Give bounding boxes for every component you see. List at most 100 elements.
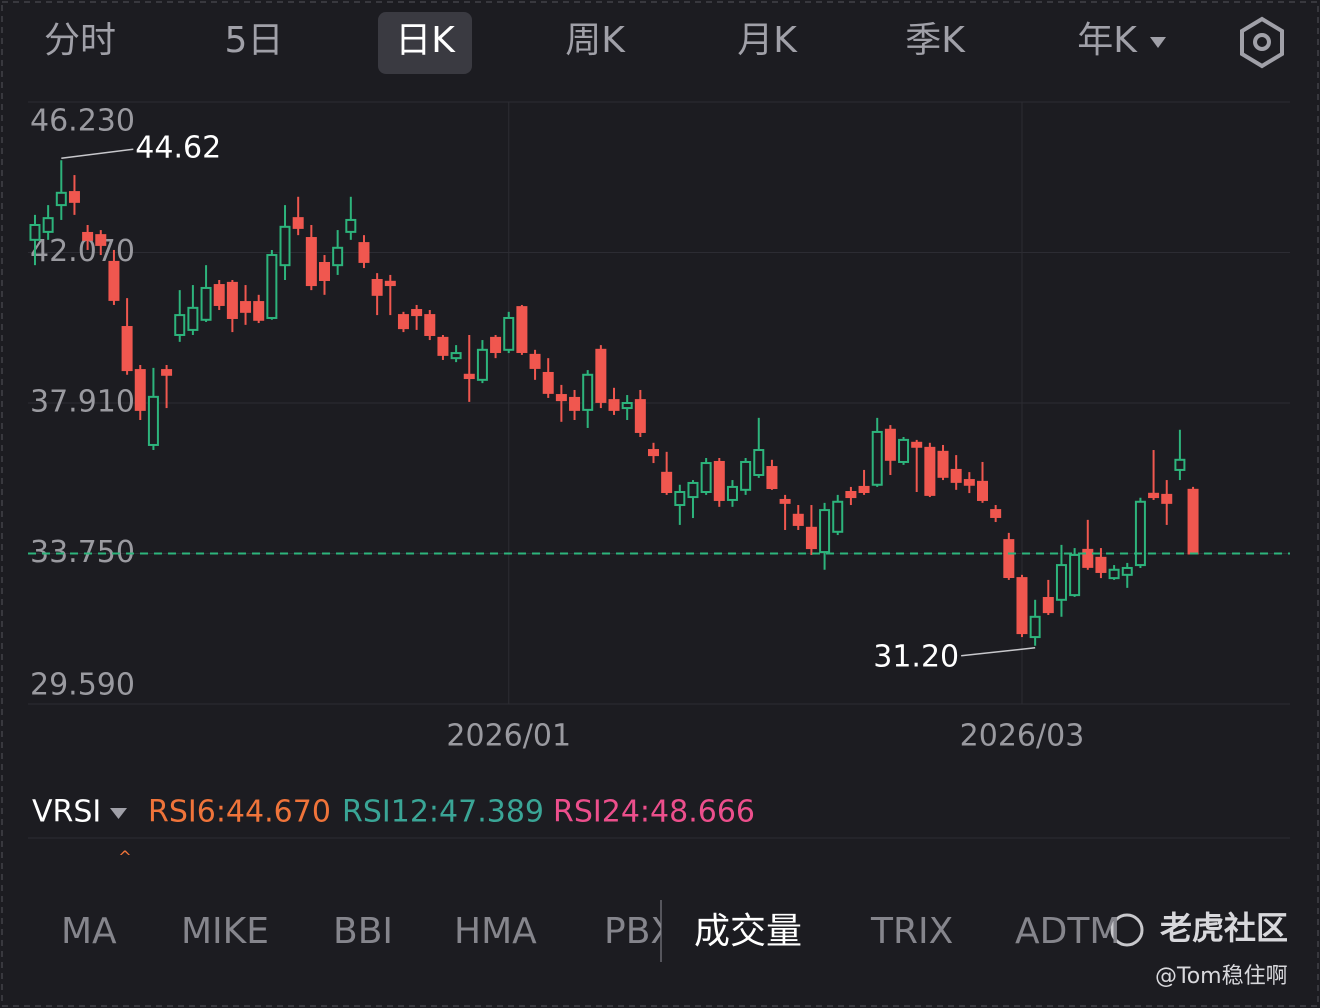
candle-body bbox=[345, 218, 357, 233]
candle-body bbox=[82, 231, 94, 241]
indicator-dropdown[interactable] bbox=[110, 808, 127, 819]
annotation-leader bbox=[961, 647, 1036, 657]
candle-body bbox=[68, 191, 80, 203]
candle-body bbox=[1161, 493, 1173, 504]
indicator-tab[interactable]: TRIX bbox=[870, 911, 953, 952]
period-tab[interactable]: 5日 bbox=[225, 20, 284, 61]
candle-body bbox=[450, 352, 462, 360]
candle-body bbox=[634, 399, 646, 433]
candle-body bbox=[832, 500, 844, 533]
candle-body bbox=[977, 480, 988, 501]
candle-body bbox=[121, 326, 133, 372]
candle-body bbox=[95, 234, 107, 246]
candle-body bbox=[805, 526, 817, 550]
candle-body bbox=[792, 513, 804, 526]
indicator-tab[interactable]: MA bbox=[61, 911, 117, 952]
candle-body bbox=[161, 369, 173, 376]
indicator-value: RSI24:48.666 bbox=[553, 795, 755, 830]
candle-body bbox=[253, 301, 265, 321]
candle-body bbox=[529, 353, 541, 369]
candle-body bbox=[871, 430, 883, 486]
candle-body bbox=[753, 449, 765, 476]
candle-body bbox=[411, 309, 423, 317]
indicator-tab[interactable]: ADTM bbox=[1015, 911, 1120, 952]
candle-body bbox=[950, 468, 962, 483]
indicator-value: RSI12:47.389 bbox=[342, 795, 544, 830]
candle-body bbox=[700, 462, 712, 493]
indicator-tab[interactable]: MIKE bbox=[181, 911, 269, 952]
indicator-tab[interactable]: BBI bbox=[333, 911, 393, 952]
candle-body bbox=[726, 485, 738, 501]
indicator-value: RSI6:44.670 bbox=[148, 795, 331, 830]
candle-body bbox=[108, 260, 120, 301]
candle-body bbox=[1029, 615, 1041, 639]
indicator-tab[interactable]: HMA bbox=[454, 911, 537, 952]
candle-body bbox=[174, 314, 186, 336]
candle-body bbox=[687, 481, 699, 499]
candle-body bbox=[569, 396, 581, 411]
candle-body bbox=[766, 466, 778, 490]
indicator-name[interactable]: VRSI bbox=[32, 795, 101, 830]
candle-body bbox=[1121, 566, 1133, 576]
logo bbox=[1110, 913, 1144, 947]
settings-dot[interactable] bbox=[1253, 33, 1271, 51]
candle-body bbox=[648, 449, 659, 457]
x-tick-label: 2026/01 bbox=[446, 719, 571, 754]
candle-body bbox=[516, 306, 528, 353]
candle-body bbox=[884, 428, 896, 461]
candle-body bbox=[1095, 556, 1107, 573]
period-tab[interactable]: 周K bbox=[565, 20, 626, 61]
candle-body bbox=[608, 399, 620, 411]
dropdown-arrow[interactable] bbox=[1150, 37, 1166, 48]
candle-body bbox=[779, 498, 791, 504]
settings-hex[interactable] bbox=[1240, 16, 1284, 69]
watermark-user: @Tom稳住啊 bbox=[1155, 964, 1288, 989]
period-tab[interactable]: 季K bbox=[905, 20, 966, 61]
candle-body bbox=[1148, 492, 1160, 499]
candle-body bbox=[1108, 568, 1120, 580]
candle-body bbox=[1174, 458, 1186, 471]
candle-body bbox=[279, 225, 291, 267]
candle-body bbox=[845, 490, 857, 499]
candle-body bbox=[397, 314, 409, 330]
settings-icon[interactable] bbox=[1240, 16, 1284, 69]
y-tick-label: 37.910 bbox=[30, 385, 135, 420]
candle-body bbox=[674, 490, 686, 507]
candle-body bbox=[200, 286, 212, 321]
candle-body bbox=[503, 316, 515, 351]
indicator-tab[interactable]: PBX bbox=[604, 911, 675, 952]
candle-body bbox=[582, 373, 594, 411]
watermark-brand: 老虎社区 bbox=[1160, 909, 1288, 947]
period-tab[interactable]: 分时 bbox=[44, 20, 116, 61]
candle-body bbox=[437, 336, 449, 356]
tab-highlight bbox=[378, 12, 472, 74]
candle-body bbox=[858, 485, 870, 493]
annotation-label: 31.20 bbox=[873, 639, 959, 674]
candle-body bbox=[266, 254, 278, 319]
period-tab[interactable]: 月K bbox=[737, 20, 798, 61]
annotation-label: 44.62 bbox=[135, 131, 221, 166]
candle-body bbox=[1003, 539, 1015, 579]
candle-body bbox=[713, 460, 725, 501]
period-tab[interactable]: 年K bbox=[1077, 20, 1138, 61]
candle-body bbox=[42, 217, 54, 233]
candle-body bbox=[555, 394, 567, 402]
candle-body bbox=[292, 217, 304, 229]
candle-body bbox=[924, 446, 936, 496]
period-tab[interactable]: 日K bbox=[395, 20, 456, 61]
y-tick-label: 46.230 bbox=[30, 104, 135, 139]
candle-body bbox=[1187, 488, 1199, 555]
indicator-tab[interactable]: 成交量 bbox=[694, 911, 802, 952]
candle-body bbox=[621, 402, 633, 410]
candle-body bbox=[490, 336, 502, 353]
candle-body bbox=[819, 509, 831, 554]
candle-body bbox=[384, 280, 396, 287]
candle-body bbox=[937, 450, 949, 478]
candle-body bbox=[147, 395, 159, 446]
marker: ^ bbox=[118, 848, 131, 867]
candle-body bbox=[187, 306, 199, 331]
candle-body bbox=[595, 348, 607, 403]
y-tick-label: 29.590 bbox=[30, 668, 135, 703]
